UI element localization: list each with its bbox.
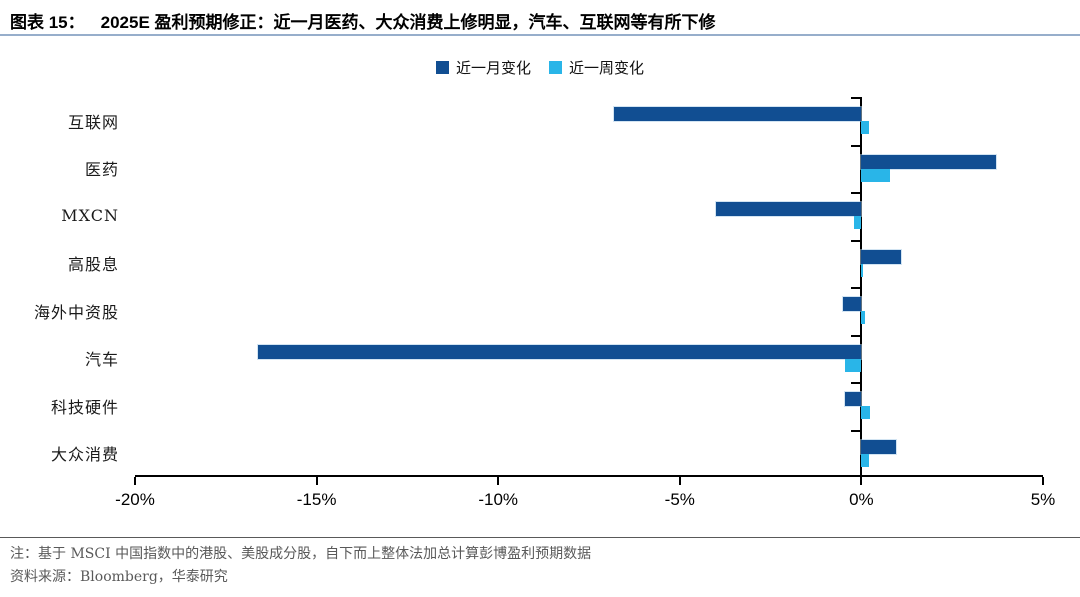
- zero-axis-tick: [851, 192, 861, 194]
- zero-axis-tick: [851, 287, 861, 289]
- category-label: 高股息: [67, 255, 119, 275]
- footer-divider: [0, 537, 1080, 538]
- zero-axis-line: [860, 97, 863, 477]
- chart-row: [135, 382, 1043, 430]
- category-label: 汽车: [84, 350, 119, 370]
- x-axis-tick: [678, 477, 681, 485]
- legend-swatch-week-icon: [549, 61, 562, 74]
- x-axis-tick: [134, 477, 136, 485]
- x-axis-tick: [860, 477, 863, 485]
- bar-near-month: [845, 392, 862, 406]
- legend-label-month: 近一月变化: [455, 59, 531, 77]
- category-label: 互联网: [67, 112, 119, 132]
- footnote: 注：基于 MSCI 中国指数中的港股、美股成分股，自下而上整体法加总计算彭博盈利…: [10, 546, 592, 562]
- legend-label-week: 近一周变化: [569, 59, 645, 77]
- zero-axis-tick: [851, 97, 861, 99]
- plot-area: -20% -15% -10% -5% 0% 5%: [115, 97, 1055, 509]
- bar-near-month: [861, 249, 902, 264]
- category-label: MXCN: [61, 206, 119, 226]
- chart-row: [135, 145, 1043, 193]
- category-label: 医药: [84, 160, 119, 180]
- category-labels: 互联网医药 MXCN 高股息海外中资股汽车科技硬件大众消费: [0, 97, 133, 477]
- chart-row: [135, 335, 1043, 383]
- category-label: 海外中资股: [33, 302, 119, 322]
- x-axis-tick-label: -20%: [115, 490, 155, 509]
- bar-near-week: [861, 121, 869, 134]
- legend-item-week: 近一周变化: [549, 57, 644, 78]
- bar-near-month: [258, 344, 862, 359]
- bar-near-month: [716, 202, 862, 216]
- bar-near-week: [861, 453, 869, 467]
- chart-row: [135, 97, 1043, 145]
- chart-row: [135, 240, 1043, 288]
- figure-number-label: 图表 15：: [10, 13, 85, 32]
- x-axis-tick: [1042, 477, 1044, 485]
- figure-title: 2025E 盈利预期修正：近一月医药、大众消费上修明显，汽车、互联网等有所下修: [100, 13, 716, 32]
- figure-title-row: 图表 15： 2025E 盈利预期修正：近一月医药、大众消费上修明显，汽车、互联网…: [10, 8, 716, 33]
- legend-swatch-month-icon: [435, 61, 449, 74]
- zero-axis-tick: [851, 382, 861, 384]
- zero-axis-tick: [851, 144, 861, 147]
- bar-near-week: [861, 311, 866, 324]
- category-label: 大众消费: [50, 445, 119, 465]
- x-axis-tick-label: -10%: [478, 490, 519, 509]
- zero-axis-tick: [851, 334, 861, 337]
- x-axis-tick: [315, 477, 318, 485]
- source-note: 资料来源：Bloomberg，华泰研究: [10, 569, 228, 585]
- bar-near-week: [861, 406, 871, 419]
- title-divider: [0, 34, 1080, 36]
- category-label: 科技硬件: [50, 397, 119, 417]
- bar-near-month: [861, 154, 996, 169]
- chart-row: [135, 287, 1043, 335]
- chart-legend: 近一月变化 近一周变化: [0, 57, 1080, 78]
- bar-near-week: [854, 216, 862, 229]
- bar-near-month: [614, 107, 862, 121]
- chart-row: [135, 430, 1043, 478]
- x-axis-tick-label: -5%: [664, 490, 695, 509]
- x-axis-tick-label: 0%: [849, 490, 874, 509]
- bar-near-week: [861, 263, 864, 277]
- chart-row: [135, 192, 1043, 240]
- bar-near-month: [843, 297, 862, 311]
- legend-item-month: 近一月变化: [435, 57, 531, 78]
- x-axis-tick: [497, 477, 500, 485]
- bar-near-week: [861, 168, 891, 182]
- bar-chart: 互联网医药 MXCN 高股息海外中资股汽车科技硬件大众消费 -20% -15% -10%…: [0, 97, 1080, 509]
- bar-near-week: [845, 358, 862, 372]
- x-axis-tick-label: -15%: [296, 490, 337, 509]
- x-axis-line: [135, 475, 1043, 477]
- x-axis-tick-label: 5%: [1030, 490, 1056, 509]
- bar-near-month: [861, 439, 896, 454]
- zero-axis-tick: [851, 239, 861, 242]
- zero-axis-tick: [851, 429, 861, 432]
